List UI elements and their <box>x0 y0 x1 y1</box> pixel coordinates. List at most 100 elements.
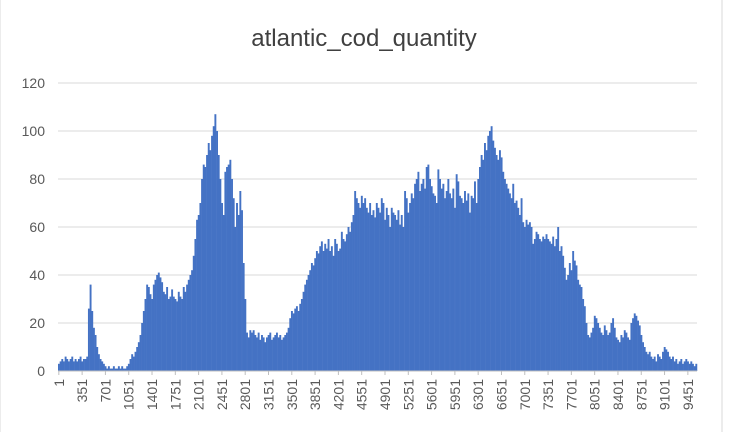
bar <box>381 198 383 371</box>
bar <box>218 155 220 371</box>
bar <box>482 160 484 371</box>
x-tick-label: 351 <box>74 379 90 403</box>
bar <box>68 361 70 371</box>
bar <box>559 251 561 371</box>
bar <box>286 333 288 371</box>
bar <box>301 299 303 371</box>
bar <box>542 237 544 371</box>
bar <box>526 220 528 371</box>
bar <box>551 244 553 371</box>
bar <box>238 215 240 371</box>
bar <box>161 282 163 371</box>
bar <box>412 198 414 371</box>
bar <box>206 155 208 371</box>
bar <box>426 167 428 371</box>
bar <box>336 244 338 371</box>
bar <box>239 191 241 371</box>
bar <box>319 246 321 371</box>
bar <box>574 261 576 371</box>
bar <box>93 328 95 371</box>
bar <box>487 136 489 371</box>
x-tick-label: 5251 <box>400 379 416 410</box>
bar <box>349 232 351 371</box>
bar <box>289 318 291 371</box>
bar <box>363 203 365 371</box>
bar <box>86 357 88 371</box>
bar <box>189 275 191 371</box>
bar <box>486 150 488 371</box>
bar <box>308 275 310 371</box>
bar <box>481 155 483 371</box>
bar <box>484 143 486 371</box>
bar <box>466 201 468 371</box>
bar <box>384 220 386 371</box>
bar <box>529 222 531 371</box>
bar <box>664 347 666 371</box>
bar <box>617 340 619 371</box>
bar <box>404 191 406 371</box>
bar <box>283 337 285 371</box>
x-tick-label: 3501 <box>284 379 300 410</box>
bar <box>446 191 448 371</box>
bar <box>339 249 341 371</box>
bar <box>378 208 380 371</box>
bar <box>442 184 444 371</box>
bar <box>223 215 225 371</box>
bar <box>133 357 135 371</box>
bar <box>635 316 637 371</box>
bar <box>138 342 140 371</box>
x-tick-label: 9451 <box>680 379 696 410</box>
bar <box>126 366 128 371</box>
bar <box>213 126 215 371</box>
bar <box>188 280 190 371</box>
bar <box>496 155 498 371</box>
bar <box>556 239 558 371</box>
bar <box>584 306 586 371</box>
bar <box>630 323 632 371</box>
bar <box>141 323 143 371</box>
bar <box>140 335 142 371</box>
bar <box>263 337 265 371</box>
bar <box>196 220 198 371</box>
bar <box>98 354 100 371</box>
bar <box>306 280 308 371</box>
bar <box>391 208 393 371</box>
bar <box>386 208 388 371</box>
bar <box>399 225 401 371</box>
bar <box>146 285 148 371</box>
bar <box>209 150 211 371</box>
bar <box>303 292 305 371</box>
bar <box>369 203 371 371</box>
bar <box>532 244 534 371</box>
y-tick-label: 100 <box>22 123 46 139</box>
bar <box>299 304 301 371</box>
bar <box>527 225 529 371</box>
bar <box>81 361 83 371</box>
bar <box>153 285 155 371</box>
bar <box>379 213 381 371</box>
bar <box>279 335 281 371</box>
bar <box>407 213 409 371</box>
bar <box>517 208 519 371</box>
bar <box>644 347 646 371</box>
x-tick-label: 8401 <box>610 379 626 410</box>
bar <box>592 328 594 371</box>
bar <box>464 191 466 371</box>
bar <box>354 191 356 371</box>
bar <box>204 167 206 371</box>
bar <box>694 366 696 371</box>
bar <box>293 313 295 371</box>
y-tick-label: 40 <box>29 267 45 283</box>
bar <box>665 349 667 371</box>
bar <box>130 359 132 371</box>
bar <box>607 335 609 371</box>
bar <box>397 210 399 371</box>
bar <box>221 203 223 371</box>
bar <box>512 184 514 371</box>
bar <box>165 294 167 371</box>
bar <box>492 141 494 371</box>
bar <box>155 280 157 371</box>
bar <box>634 313 636 371</box>
